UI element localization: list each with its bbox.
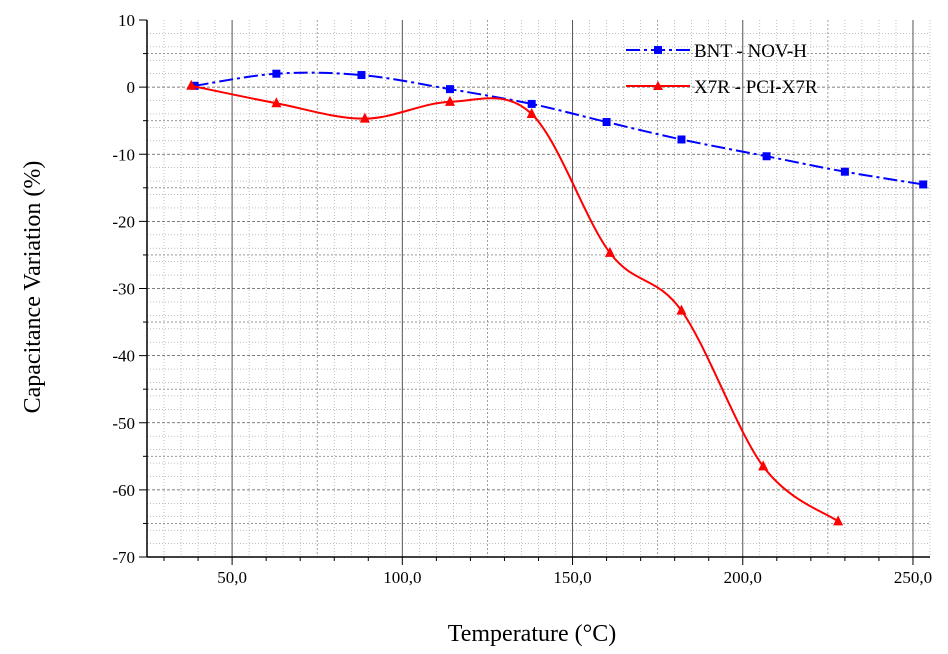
y-tick-label: -10 bbox=[112, 145, 135, 164]
data-point-x7r bbox=[833, 515, 844, 526]
x-tick-label: 50,0 bbox=[217, 568, 247, 587]
x-tick-label: 200,0 bbox=[724, 568, 762, 587]
legend-marker-x7r bbox=[653, 81, 663, 90]
data-point-x7r bbox=[271, 97, 282, 108]
data-point-x7r bbox=[526, 107, 537, 118]
data-point-bnt bbox=[602, 118, 611, 127]
data-point-bnt bbox=[762, 152, 771, 161]
data-point-bnt bbox=[677, 135, 686, 144]
legend-label-x7r: X7R - PCI-X7R bbox=[694, 77, 818, 98]
series bbox=[186, 69, 928, 526]
y-tick-label: -50 bbox=[112, 414, 135, 433]
legend-label-bnt: BNT - NOV-H bbox=[694, 41, 807, 62]
legend-marker-bnt bbox=[654, 46, 662, 54]
grid bbox=[146, 20, 931, 557]
legend-item-x7r: X7R - PCI-X7R bbox=[626, 77, 818, 98]
x-axis-title: Temperature (°C) bbox=[448, 621, 617, 647]
x-tick-label: 250,0 bbox=[894, 568, 932, 587]
data-point-bnt bbox=[272, 69, 281, 78]
series-line-x7r bbox=[191, 84, 839, 523]
data-point-bnt bbox=[357, 71, 366, 80]
y-tick-label: 10 bbox=[118, 11, 135, 30]
legend-item-bnt: BNT - NOV-H bbox=[626, 41, 807, 62]
legend: BNT - NOV-H X7R - PCI-X7R bbox=[626, 41, 818, 98]
y-tick-label: -30 bbox=[112, 280, 135, 299]
y-axis-ticks: 10 0 -10 -20 -30 -40 -50 -60 -70 bbox=[112, 11, 147, 567]
y-tick-label: 0 bbox=[127, 78, 136, 97]
x-axis-ticks: 50,0 100,0 150,0 200,0 250,0 bbox=[163, 557, 932, 587]
y-axis-title: Capacitance Variation (%) bbox=[20, 161, 46, 414]
data-point-bnt bbox=[919, 180, 928, 189]
data-point-x7r bbox=[186, 79, 197, 90]
data-point-x7r bbox=[444, 95, 455, 106]
y-tick-label: -40 bbox=[112, 347, 135, 366]
data-point-bnt bbox=[445, 85, 454, 94]
data-point-bnt bbox=[840, 167, 849, 176]
x-tick-label: 150,0 bbox=[553, 568, 591, 587]
data-point-x7r bbox=[604, 246, 615, 257]
y-tick-label: -60 bbox=[112, 481, 135, 500]
y-tick-label: -20 bbox=[112, 212, 135, 231]
x-tick-label: 100,0 bbox=[383, 568, 421, 587]
data-point-bnt bbox=[527, 99, 536, 108]
data-point-x7r bbox=[758, 460, 769, 471]
series-line-bnt bbox=[194, 71, 924, 186]
data-point-x7r bbox=[676, 304, 687, 315]
y-tick-label: -70 bbox=[112, 548, 135, 567]
data-point-x7r bbox=[359, 112, 370, 123]
